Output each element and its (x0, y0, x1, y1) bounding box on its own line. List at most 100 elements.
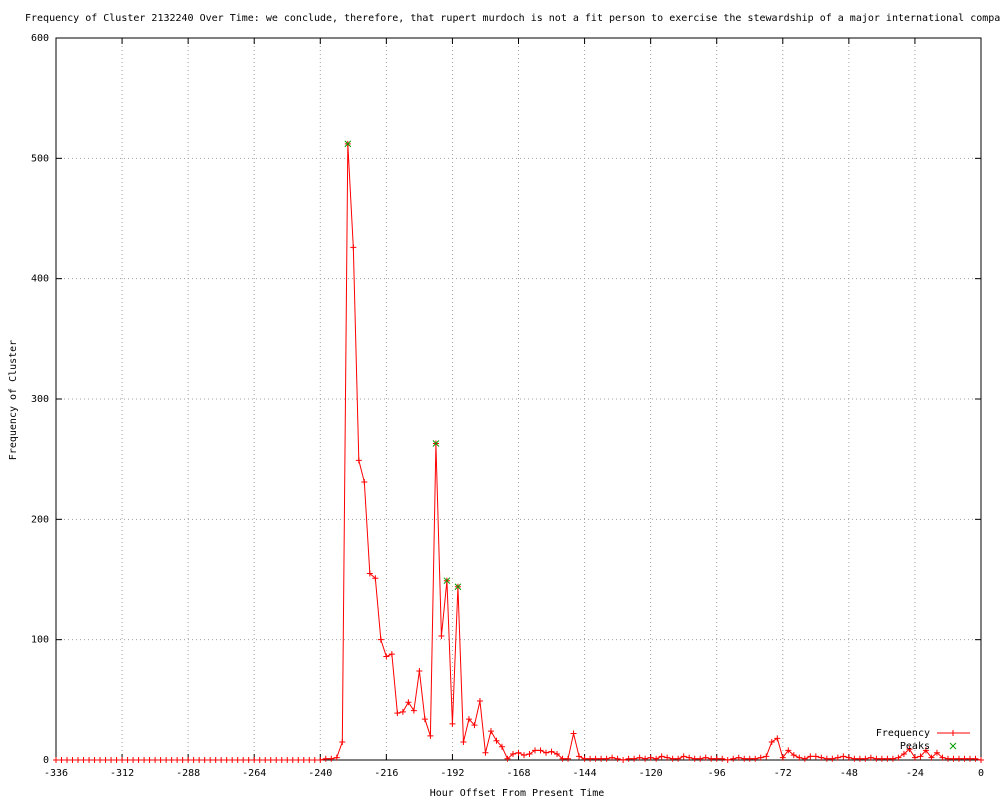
point-marker (333, 754, 340, 761)
point-marker (730, 755, 737, 762)
point-marker (498, 743, 505, 750)
point-marker (163, 757, 170, 763)
point-marker (895, 754, 902, 761)
point-marker (64, 757, 71, 763)
point-marker (724, 757, 731, 763)
point-marker (168, 757, 175, 763)
point-marker (532, 747, 539, 754)
point-marker (774, 735, 781, 742)
x-tick-label: -240 (308, 768, 332, 779)
chart-title: Frequency of Cluster 2132240 Over Time: … (25, 13, 1000, 24)
point-marker (454, 583, 462, 591)
x-tick-label: -288 (176, 768, 200, 779)
point-marker (427, 732, 434, 739)
y-tick-label: 0 (43, 755, 49, 766)
point-marker (691, 755, 698, 762)
point-marker (86, 757, 93, 763)
point-marker (823, 755, 830, 762)
point-marker (658, 753, 665, 760)
point-marker (735, 754, 742, 761)
point-marker (394, 710, 401, 717)
point-marker (752, 755, 759, 762)
point-marker (58, 757, 65, 763)
point-marker (928, 754, 935, 761)
point-marker (757, 754, 764, 761)
legend-label: Peaks (900, 741, 930, 752)
y-axis-label: Frequency of Cluster (8, 340, 19, 460)
point-marker (521, 752, 528, 759)
x-tick-label: -120 (639, 768, 663, 779)
x-tick-label: -24 (906, 768, 924, 779)
point-marker (416, 667, 423, 674)
x-tick-label: -192 (440, 768, 464, 779)
point-marker (377, 636, 384, 643)
point-marker (493, 737, 500, 744)
point-marker (102, 757, 109, 763)
point-marker (933, 749, 940, 756)
point-marker (702, 754, 709, 761)
point-marker (218, 757, 225, 763)
point-marker (867, 754, 874, 761)
point-marker (669, 755, 676, 762)
point-marker (873, 755, 880, 762)
point-marker (399, 708, 406, 715)
point-marker (300, 757, 307, 763)
point-marker (559, 755, 566, 762)
y-tick-label: 400 (31, 274, 49, 285)
point-marker (554, 750, 561, 757)
point-marker (432, 440, 440, 447)
point-marker (768, 738, 775, 745)
point-marker (581, 755, 588, 762)
point-marker (543, 749, 550, 756)
point-marker (388, 651, 395, 658)
point-marker (366, 570, 373, 577)
point-marker (917, 753, 924, 760)
point-marker (487, 728, 494, 735)
point-marker (537, 747, 544, 754)
point-marker (69, 757, 76, 763)
point-marker (509, 750, 516, 757)
point-marker (289, 757, 296, 763)
point-marker (350, 244, 357, 251)
point-marker (234, 757, 241, 763)
point-marker (113, 757, 120, 763)
point-marker (190, 757, 197, 763)
point-marker (245, 757, 252, 763)
point-marker (152, 757, 159, 763)
x-tick-label: -144 (573, 768, 597, 779)
point-marker (812, 753, 819, 760)
point-marker (328, 755, 335, 762)
point-marker (598, 755, 605, 762)
point-marker (862, 755, 869, 762)
point-marker (697, 755, 704, 762)
point-marker (212, 757, 219, 763)
point-marker (146, 757, 153, 763)
point-marker (515, 749, 522, 756)
point-marker (130, 757, 137, 763)
point-marker (680, 753, 687, 760)
point-marker (443, 577, 451, 585)
point-marker (141, 757, 148, 763)
legend-label: Frequency (876, 728, 930, 739)
y-tick-label: 500 (31, 153, 49, 164)
point-marker (636, 754, 643, 761)
point-marker (603, 755, 610, 762)
point-marker (664, 754, 671, 761)
point-marker (449, 720, 456, 727)
point-marker (609, 754, 616, 761)
point-marker (229, 757, 236, 763)
point-marker (955, 755, 962, 762)
point-marker (631, 755, 638, 762)
x-tick-label: -168 (506, 768, 530, 779)
point-marker (961, 755, 968, 762)
point-marker (410, 707, 417, 714)
point-marker (322, 755, 329, 762)
legend-marker (949, 742, 957, 750)
point-marker (587, 755, 594, 762)
point-marker (570, 730, 577, 737)
point-marker (476, 698, 483, 705)
y-tick-label: 100 (31, 635, 49, 646)
point-marker (785, 747, 792, 754)
